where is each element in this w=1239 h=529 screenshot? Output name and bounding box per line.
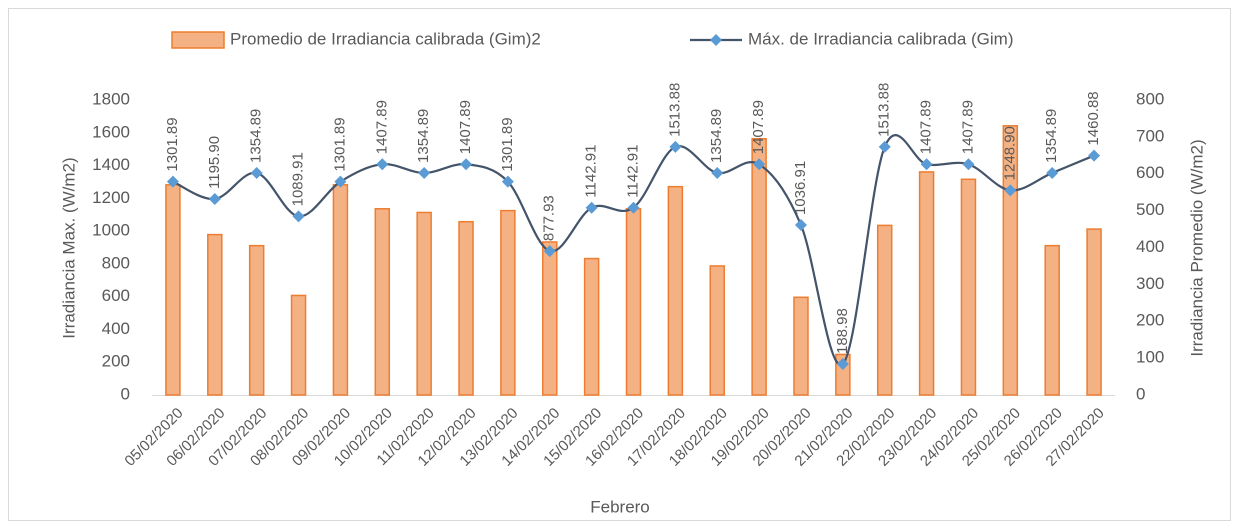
marker <box>208 193 221 206</box>
data-label: 1301.89 <box>499 117 516 171</box>
bar <box>918 171 935 396</box>
bar <box>751 137 767 396</box>
bar <box>1044 244 1060 396</box>
data-label: 1248.90 <box>1001 126 1018 180</box>
y2-tick-label: 200 <box>1136 311 1164 330</box>
marker <box>711 166 724 179</box>
marker <box>376 158 389 171</box>
data-label: 1407.89 <box>373 100 390 154</box>
marker <box>794 219 807 232</box>
y-tick-label: 400 <box>102 319 130 338</box>
bar <box>960 178 977 396</box>
marker <box>627 201 640 214</box>
y2-tick-label: 100 <box>1136 348 1164 367</box>
marker <box>585 201 598 214</box>
x-axis-title: Febrero <box>590 497 650 516</box>
legend-marker <box>710 34 722 46</box>
y2-tick-label: 800 <box>1136 89 1164 108</box>
data-label: 1460.88 <box>1085 91 1102 145</box>
marker <box>920 158 933 171</box>
data-label: 1354.89 <box>415 109 432 163</box>
marker <box>878 140 891 153</box>
data-label: 1407.89 <box>750 100 767 154</box>
data-label: 1354.89 <box>248 109 265 163</box>
bar <box>290 294 307 396</box>
marker <box>753 158 766 171</box>
bar <box>332 184 349 396</box>
y2-tick-label: 600 <box>1136 163 1164 182</box>
marker <box>1046 166 1059 179</box>
data-label: 877.93 <box>541 195 558 241</box>
marker <box>1004 184 1017 197</box>
legend-label: Promedio de Irradiancia calibrada (Gim)2 <box>230 29 541 48</box>
marker <box>460 158 473 171</box>
y-tick-label: 200 <box>102 352 130 371</box>
y2-tick-label: 400 <box>1136 237 1164 256</box>
data-label: 1301.89 <box>164 117 181 171</box>
data-label: 1142.91 <box>624 145 641 198</box>
marker <box>334 175 347 188</box>
y-tick-label: 1600 <box>92 122 130 141</box>
data-label: 1513.88 <box>876 83 893 137</box>
y-tick-label: 800 <box>102 253 130 272</box>
marker <box>669 140 682 153</box>
data-label: 1036.91 <box>792 161 809 215</box>
bar <box>500 209 516 396</box>
data-label: 1513.88 <box>666 83 683 137</box>
y-axis-title: Irradiancia Max. (W/m2) <box>59 157 78 338</box>
y-tick-label: 1000 <box>92 221 130 240</box>
data-label: 1195.90 <box>206 136 223 189</box>
marker <box>962 158 975 171</box>
y2-tick-label: 300 <box>1136 274 1164 293</box>
legend-label: Máx. de Irradiancia calibrada (Gim) <box>748 29 1013 48</box>
bar <box>625 208 642 396</box>
bar <box>1086 228 1102 396</box>
data-label: 1407.89 <box>918 100 935 154</box>
y-tick-label: 0 <box>121 384 130 403</box>
bar <box>793 296 809 396</box>
marker <box>543 245 556 258</box>
bar <box>667 185 684 396</box>
y-tick-label: 1800 <box>92 89 130 108</box>
data-label: 1407.89 <box>959 100 976 154</box>
bar <box>709 265 725 396</box>
y2-tick-label: 0 <box>1136 384 1145 403</box>
bar <box>542 241 558 396</box>
marker <box>166 175 179 188</box>
marker <box>250 166 263 179</box>
y2-axis-title: Irradiancia Promedio (W/m2) <box>1187 139 1206 356</box>
legend-swatch <box>171 31 225 49</box>
marker <box>836 358 849 371</box>
data-label: 188.98 <box>834 308 851 354</box>
bar <box>207 233 223 396</box>
bar <box>583 257 600 396</box>
bar <box>374 208 391 396</box>
data-label: 1354.89 <box>1043 109 1060 163</box>
y2-tick-label: 700 <box>1136 126 1164 145</box>
y-tick-label: 1400 <box>92 155 130 174</box>
marker <box>1088 149 1101 162</box>
bar <box>1002 125 1019 396</box>
data-label: 1089.91 <box>290 152 307 206</box>
data-label: 1142.91 <box>583 145 600 198</box>
bar <box>458 220 474 396</box>
y2-tick-label: 500 <box>1136 200 1164 219</box>
marker <box>501 175 514 188</box>
bar <box>416 211 432 396</box>
data-label: 1407.89 <box>457 100 474 154</box>
bar <box>248 244 265 396</box>
y-tick-label: 600 <box>102 286 130 305</box>
marker <box>292 210 305 223</box>
data-label: 1301.89 <box>331 117 348 171</box>
marker <box>418 166 431 179</box>
data-label: 1354.89 <box>708 109 725 163</box>
y-tick-label: 1200 <box>92 188 130 207</box>
bar <box>876 224 893 396</box>
bar <box>165 184 181 396</box>
